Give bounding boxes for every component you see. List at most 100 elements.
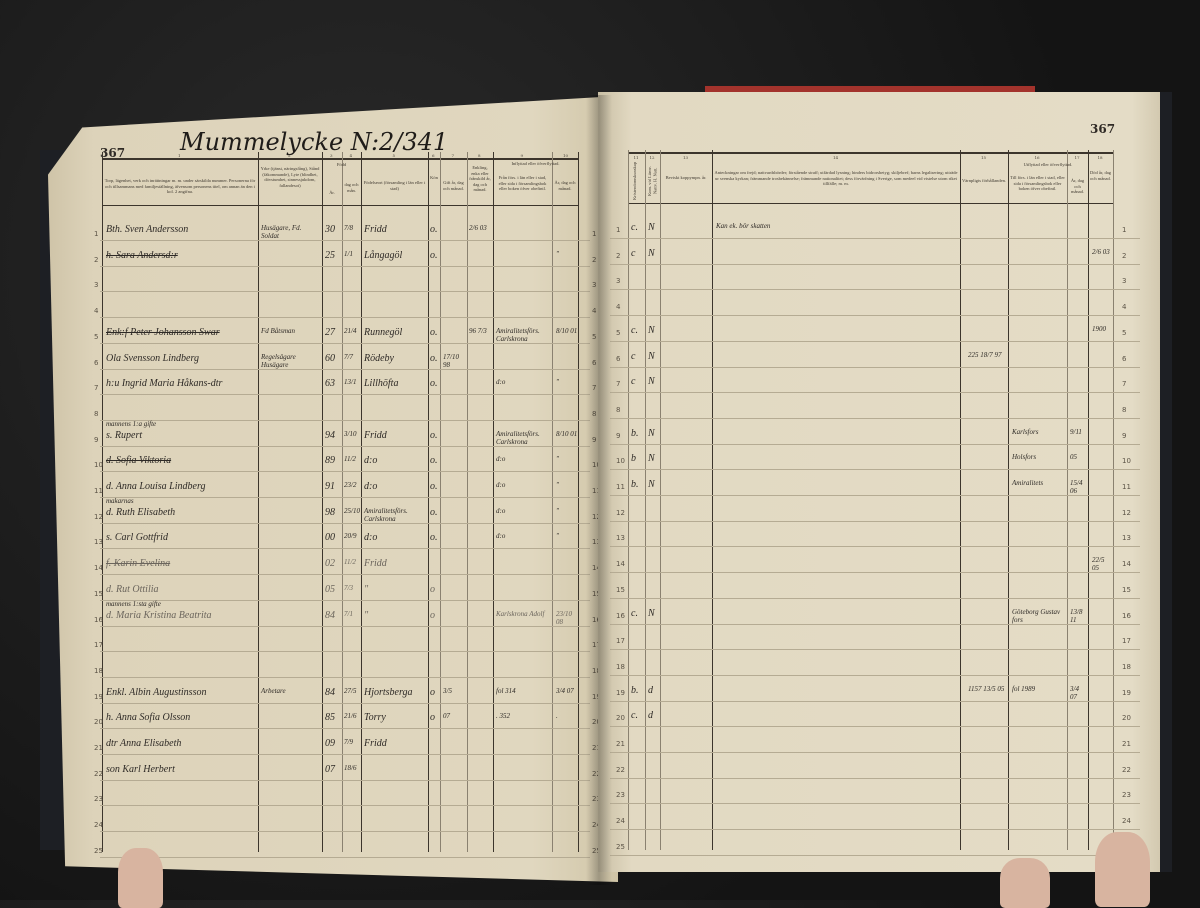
row-number: 11 [616,483,625,491]
row-rule [100,445,590,447]
row-number: 19 [94,692,103,701]
row-number: 24 [94,821,103,830]
column-number: 5 [392,153,396,158]
row-rule [610,572,1140,574]
row-number-right: 12 [1122,508,1131,517]
row-rule [610,829,1140,831]
row-number-right: 14 [1122,560,1131,569]
row-rule [100,779,590,781]
entry-c11: b. [631,479,639,490]
entry-c11: c. [631,710,638,722]
entry-note: mannens 1:sta gifte [106,599,161,608]
entry-moved-from: d:o [496,481,506,489]
column-number: 3 [330,153,333,158]
column-number: 14 [833,155,839,160]
row-number-right: 19 [1122,688,1131,697]
entry-name: dtr Anna Elisabeth [106,738,182,749]
row-number-right: 8 [1122,405,1127,414]
entry-birthplace: Torry [364,712,386,724]
row-number-right: 6 [592,359,596,367]
entry-c12: N [648,427,655,439]
row-rule [610,340,1140,342]
row-number: 25 [94,846,103,855]
entry-year: 05 [325,583,335,595]
row-number: 13 [94,538,103,547]
row-number: 25 [616,842,625,851]
row-number-right: 24 [592,821,601,829]
column-header-c16: Till förs. i län eller i stad, eller sid… [1010,175,1065,191]
entry-birthplace: Långagöl [364,249,403,261]
row-number: 12 [616,508,625,517]
row-number: 14 [94,564,103,573]
entry-c6: o. [430,481,438,492]
column-divider [467,152,468,852]
entry-c12: N [648,247,655,259]
entry-birthplace: d:o [364,532,378,544]
page-title-handwritten: Mummelycke N:2/341 [180,128,449,156]
row-number-right: 20 [592,718,601,726]
row-rule [610,649,1140,651]
row-number-right: 9 [1122,431,1127,440]
row-rule [610,520,1140,522]
entry-c18: 2/6 03 [1092,247,1110,256]
entry-occupation: Fd Båtsman [261,326,296,335]
row-rule [610,700,1140,702]
row-rule [100,831,590,833]
entry-date: 7/9 [344,738,353,746]
row-rule [100,574,590,576]
row-number: 24 [616,817,625,826]
entry-year: 84 [325,609,335,621]
column-number: 10 [563,153,569,158]
column-header-c6: Kön [430,175,438,180]
column-number: 15 [981,155,987,160]
row-number: 6 [94,358,99,367]
entry-year: 89 [325,455,335,467]
row-rule [610,854,1140,856]
entry-date: 13/1 [344,378,357,387]
row-number-right: 23 [1122,791,1131,800]
header-bottom-rule [628,203,1114,204]
entry-c12: N [648,607,655,619]
entry-date: 1/1 [344,249,353,258]
column-divider [578,152,579,852]
column-number: 1 [178,153,181,158]
entry-year: 94 [325,429,335,441]
column-number: 6 [432,153,435,158]
row-number: 16 [94,615,103,624]
row-number: 5 [94,332,99,341]
row-number: 22 [94,769,103,778]
row-number: 20 [94,718,103,727]
entry-c12: N [648,350,655,362]
column-header-c12: Kom. vid Lärov. Nattv. H. Natt. [647,166,658,196]
entry-year: 91 [325,481,335,492]
entry-name: d. Anna Louisa Lindberg [106,481,206,492]
column-header-c9top: Inflyttad eller öfverflyttad. [511,161,560,166]
entry-c17: 15/4 06 [1070,479,1083,495]
entry-name: Enk:f Peter Johansson Swar [106,326,220,338]
entry-moved-from: Amiralitetsförs. Carlskrona [496,326,540,343]
column-header-c14: Anteckningar om frejd; nattvardsbörder; … [714,170,958,186]
row-rule [100,497,590,498]
entry-c12: N [648,376,655,388]
column-divider [428,152,429,852]
row-number-right: 21 [592,744,601,752]
entry-note: makarnas [106,496,134,505]
entry-moved-from: fol 314 [496,686,516,695]
entry-c12: N [648,453,655,465]
entry-c11: c. [631,324,638,336]
column-divider [660,150,661,850]
column-number: 16 [1034,155,1040,160]
entry-c11: c. [631,607,638,619]
row-number: 1 [616,226,621,234]
entry-birthplace: Runnegöl [364,326,403,338]
entry-birthplace: Fridd [364,738,387,749]
row-number: 8 [616,405,621,414]
entry-c6: o. [430,429,438,441]
row-number: 4 [616,303,621,312]
hand-left [118,848,163,908]
entry-year: 02 [325,558,335,570]
column-divider [258,152,259,852]
row-number-right: 19 [592,693,601,701]
entry-married: 3/5 [443,686,452,695]
entry-year: 98 [325,506,335,518]
